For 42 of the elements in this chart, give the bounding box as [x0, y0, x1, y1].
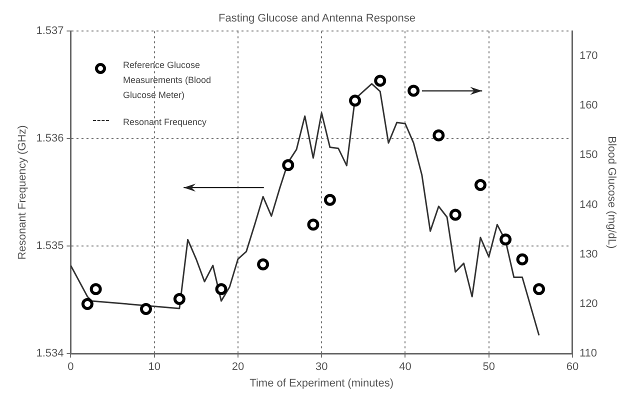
legend-label: Reference Glucose Measurements (Blood Glucose Meter): [123, 59, 212, 102]
y-tick-label: 1.535: [36, 240, 64, 252]
point: [282, 159, 294, 172]
y2-tick-label: 120: [579, 298, 598, 310]
point: [257, 258, 270, 270]
x-tick-label: 60: [566, 361, 579, 374]
y-tick-label: 1.536: [36, 132, 64, 145]
y2-axis-title: Blood Glucose (mg/dL): [605, 136, 618, 249]
y-axis-title: Resonant Frequency (GHz): [16, 125, 29, 260]
point: [408, 84, 420, 97]
point: [516, 253, 528, 266]
point: [324, 194, 336, 206]
point: [374, 74, 386, 87]
point: [140, 302, 152, 315]
y2-tick-label: 130: [579, 248, 598, 260]
point: [533, 283, 545, 296]
point: [432, 129, 445, 142]
point: [500, 234, 512, 246]
point: [173, 293, 186, 306]
y2-tick-label: 150: [579, 149, 598, 162]
x-tick-label: 30: [315, 361, 328, 374]
point: [81, 298, 94, 310]
point: [349, 94, 362, 107]
x-tick-label: 0: [68, 361, 74, 374]
x-tick-label: 40: [399, 361, 412, 374]
y-tick-label: 1.534: [36, 348, 64, 360]
legend-label: Resonant Frequency: [123, 116, 208, 129]
y2-tick-label: 140: [579, 198, 598, 211]
y2-tick-label: 110: [579, 348, 597, 360]
chart-title: Fasting Glucose and Antenna Response: [218, 12, 416, 25]
y-tick-label: 1.537: [36, 25, 64, 38]
point: [449, 208, 462, 221]
x-tick-label: 50: [482, 361, 495, 374]
x-tick-label: 20: [232, 361, 244, 374]
point: [90, 283, 102, 296]
y2-tick-label: 170: [579, 50, 598, 62]
point: [307, 218, 320, 231]
x-axis-title: Time of Experiment (minutes): [250, 377, 394, 390]
point: [474, 178, 486, 191]
point: [215, 283, 228, 296]
x-tick-label: 10: [148, 361, 160, 374]
y2-tick-label: 160: [579, 100, 598, 112]
